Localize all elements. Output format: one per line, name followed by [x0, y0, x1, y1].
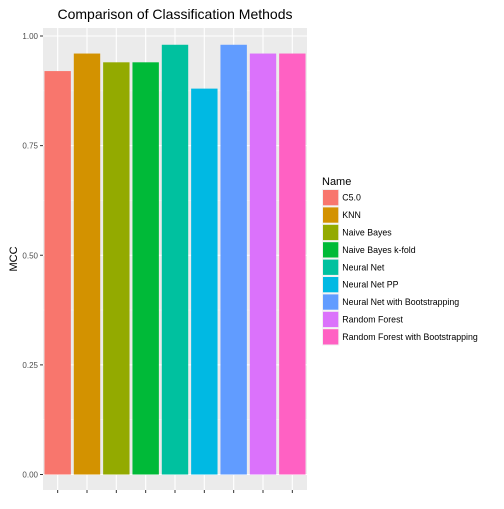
- y-axis-label: MCC: [8, 246, 20, 271]
- bar-c5-0: [44, 71, 71, 475]
- bar-neural-net-pp: [191, 88, 218, 475]
- bars: [44, 44, 306, 475]
- legend-label: Random Forest: [342, 314, 403, 324]
- legend-label: KNN: [342, 210, 361, 220]
- legend-label: Random Forest with Bootstrapping: [342, 332, 478, 342]
- legend-swatch: [323, 311, 339, 328]
- bar-neural-net-with-bootstrapping: [220, 44, 247, 475]
- y-axis: 0.00 0.25 0.50 0.75 1.00: [22, 32, 43, 480]
- legend-label: Neural Net PP: [342, 280, 398, 290]
- bar-random-forest: [249, 53, 277, 475]
- legend-swatch: [323, 259, 339, 275]
- legend-swatch: [323, 224, 339, 241]
- y-tick-label: 1.00: [22, 32, 38, 41]
- y-tick-label: 0.75: [22, 142, 38, 151]
- x-axis: [57, 490, 293, 493]
- legend: Name C5.0 KNN Naive Bayes Naive Bayes k-fol…: [322, 176, 478, 346]
- legend-label: Neural Net with Bootstrapping: [342, 297, 459, 307]
- y-tick-label: 0.50: [22, 251, 38, 260]
- bar-neural-net: [161, 44, 189, 475]
- legend-label: Neural Net: [342, 262, 385, 272]
- legend-swatch: [323, 294, 339, 310]
- legend-swatch: [323, 190, 339, 206]
- y-tick-label: 0.25: [22, 361, 38, 370]
- legend-swatch: [323, 277, 339, 293]
- chart-title: Comparison of Classification Methods: [58, 6, 293, 22]
- bar-random-forest-with-bootstrapping: [279, 53, 306, 475]
- legend-swatch: [323, 242, 339, 258]
- legend-label: C5.0: [342, 193, 361, 203]
- legend-items: C5.0 KNN Naive Bayes Naive Bayes k-fold Neur…: [322, 189, 478, 346]
- bar-naive-bayes: [103, 62, 130, 475]
- legend-title: Name: [322, 176, 351, 188]
- legend-label: Naive Bayes k-fold: [342, 245, 415, 255]
- legend-swatch: [323, 207, 339, 223]
- bar-naive-bayes-k-fold: [132, 62, 159, 475]
- legend-swatch: [323, 329, 339, 345]
- bar-knn: [73, 53, 101, 475]
- legend-label: Naive Bayes: [342, 227, 392, 237]
- y-tick-label: 0.00: [22, 471, 38, 480]
